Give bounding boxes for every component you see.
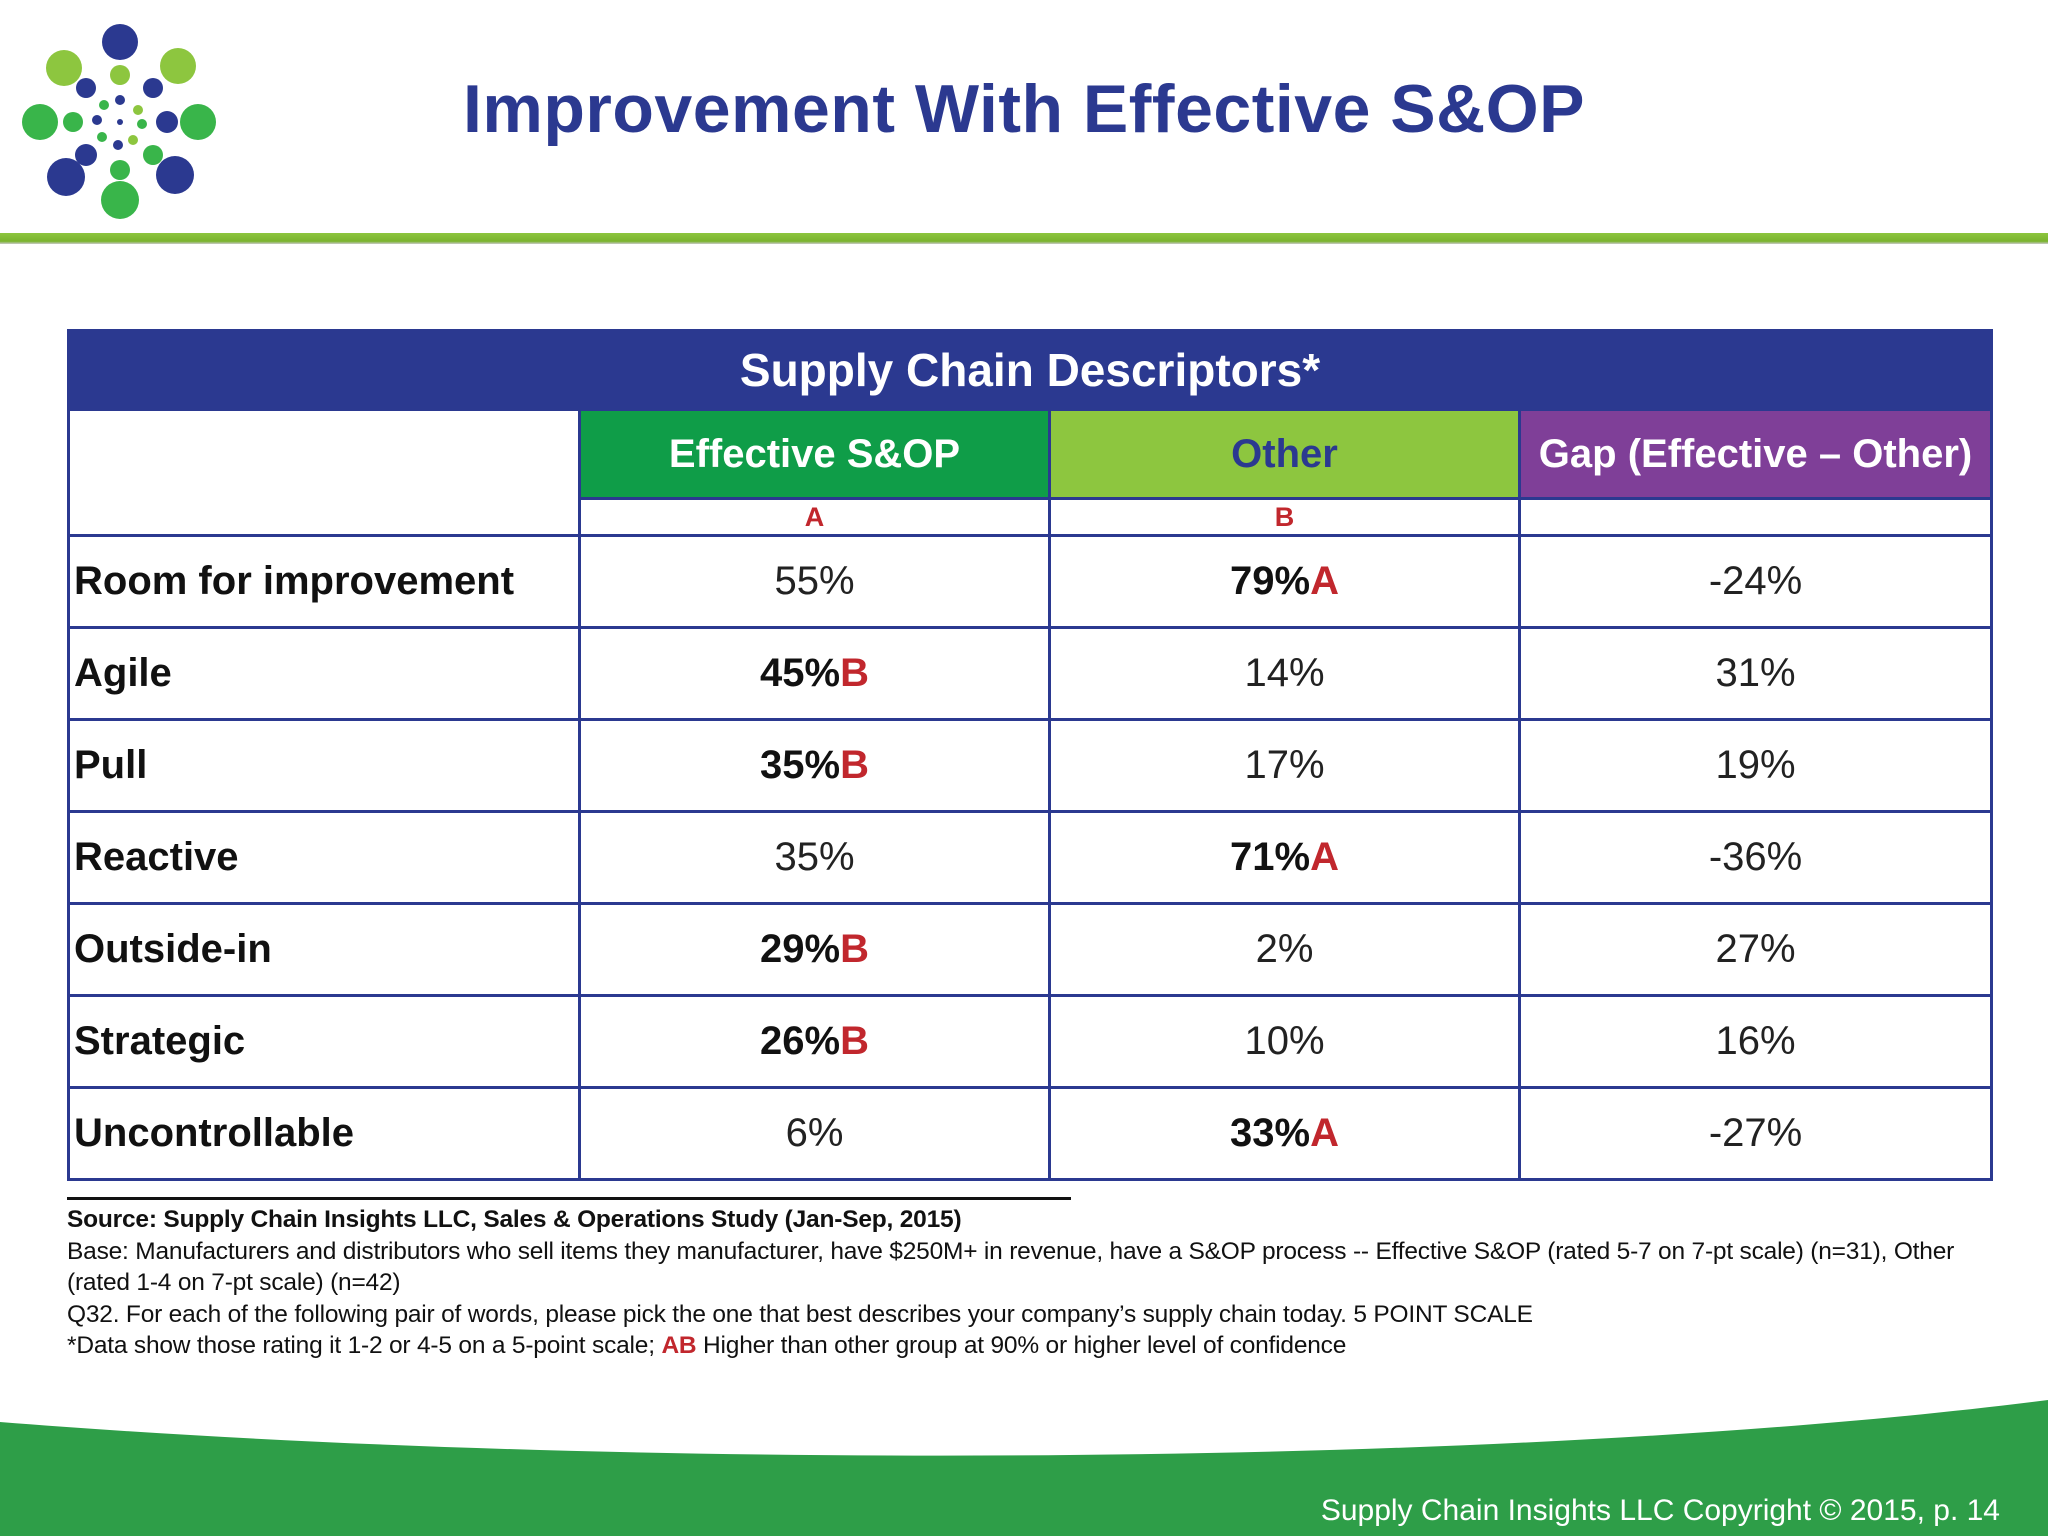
- cell-gap: -36%: [1517, 810, 1994, 905]
- value-gap: 16%: [1715, 1019, 1796, 1063]
- table-caption-row: Supply Chain Descriptors*: [66, 329, 1994, 411]
- significance-marker: B: [840, 651, 869, 695]
- cell-gap: -24%: [1517, 534, 1994, 629]
- table-caption: Supply Chain Descriptors*: [66, 329, 1994, 411]
- data-note: *Data show those rating it 1-2 or 4-5 on…: [67, 1330, 1997, 1362]
- row-label: Pull: [67, 718, 581, 813]
- value-effective: 29%: [760, 927, 841, 971]
- footer-copyright: Supply Chain Insights LLC Copyright © 20…: [1320, 1494, 2000, 1527]
- cell-effective: 26%B: [578, 994, 1051, 1089]
- row-label: Uncontrollable: [67, 1086, 581, 1181]
- source-notes: Source: Supply Chain Insights LLC, Sales…: [67, 1204, 1997, 1362]
- column-header-row: Effective S&OP Other Gap (Effective – Ot…: [67, 408, 1994, 537]
- value-other: 71%: [1230, 835, 1311, 879]
- value-gap: -27%: [1708, 1111, 1803, 1155]
- value-other: 14%: [1244, 651, 1325, 695]
- table-row: Uncontrollable 6% 33%A -27%: [67, 1086, 1994, 1181]
- cell-effective: 35%B: [578, 718, 1051, 813]
- table-row: Outside-in 29%B 2% 27%: [67, 902, 1994, 997]
- column-letter-gap: [1517, 497, 1994, 537]
- value-gap: 27%: [1715, 927, 1796, 971]
- cell-effective: 45%B: [578, 626, 1051, 721]
- cell-gap: 27%: [1517, 902, 1994, 997]
- cell-other: 71%A: [1048, 810, 1521, 905]
- title-divider: [0, 233, 2048, 244]
- cell-other: 33%A: [1048, 1086, 1521, 1181]
- significance-marker: A: [1310, 559, 1339, 603]
- cell-gap: 19%: [1517, 718, 1994, 813]
- cell-gap: 31%: [1517, 626, 1994, 721]
- value-other: 79%: [1230, 559, 1311, 603]
- company-logo: [22, 24, 216, 219]
- data-note-ab-marker: AB: [661, 1332, 697, 1359]
- cell-effective: 29%B: [578, 902, 1051, 997]
- base-note: Base: Manufacturers and distributors who…: [67, 1237, 1955, 1297]
- column-letter-other: B: [1048, 497, 1521, 537]
- row-label: Room for improvement: [67, 534, 581, 629]
- significance-marker: B: [840, 1019, 869, 1063]
- value-effective: 55%: [774, 559, 855, 603]
- cell-effective: 6%: [578, 1086, 1051, 1181]
- cell-other: 14%: [1048, 626, 1521, 721]
- column-letter-row: A B: [69, 497, 1994, 537]
- table-row: Pull 35%B 17% 19%: [67, 718, 1994, 813]
- row-label: Strategic: [67, 994, 581, 1089]
- data-note-prefix: *Data show those rating it 1-2 or 4-5 on…: [67, 1332, 662, 1359]
- table-row: Strategic 26%B 10% 16%: [67, 994, 1994, 1089]
- significance-marker: B: [840, 743, 869, 787]
- table-row: Room for improvement 55% 79%A -24%: [67, 534, 1994, 629]
- cell-other: 2%: [1048, 902, 1521, 997]
- cell-other: 17%: [1048, 718, 1521, 813]
- value-effective: 35%: [774, 835, 855, 879]
- value-other: 33%: [1230, 1111, 1311, 1155]
- row-label: Outside-in: [67, 902, 581, 997]
- cell-gap: 16%: [1517, 994, 1994, 1089]
- supply-chain-descriptors-table: Supply Chain Descriptors* Effective S&OP…: [66, 329, 1994, 1181]
- table-row: Reactive 35% 71%A -36%: [67, 810, 1994, 905]
- row-label-header: [67, 408, 581, 537]
- question-note: Q32. For each of the following pair of w…: [67, 1300, 1533, 1328]
- column-header-effective: Effective S&OP: [578, 408, 1051, 500]
- source-line: Source: Supply Chain Insights LLC, Sales…: [67, 1206, 962, 1233]
- value-other: 17%: [1244, 743, 1325, 787]
- column-letter-effective: A: [578, 497, 1051, 537]
- row-label: Agile: [67, 626, 581, 721]
- value-effective: 6%: [785, 1111, 844, 1155]
- source-divider: [67, 1197, 1071, 1200]
- dot-burst-logo-icon: [22, 24, 216, 219]
- column-header-gap: Gap (Effective – Other): [1517, 408, 1994, 500]
- cell-other: 10%: [1048, 994, 1521, 1089]
- significance-marker: A: [1310, 1111, 1339, 1155]
- cell-effective: 35%: [578, 810, 1051, 905]
- value-effective: 35%: [760, 743, 841, 787]
- cell-gap: -27%: [1517, 1086, 1994, 1181]
- cell-effective: 55%: [578, 534, 1051, 629]
- page-title: Improvement With Effective S&OP: [463, 71, 1585, 147]
- value-gap: -24%: [1708, 559, 1803, 603]
- value-effective: 26%: [760, 1019, 841, 1063]
- column-header-other: Other: [1048, 408, 1521, 500]
- value-gap: 19%: [1715, 743, 1796, 787]
- table-row: Agile 45%B 14% 31%: [67, 626, 1994, 721]
- data-note-suffix: Higher than other group at 90% or higher…: [696, 1332, 1347, 1359]
- value-effective: 45%: [760, 651, 841, 695]
- cell-other: 79%A: [1048, 534, 1521, 629]
- significance-marker: A: [1310, 835, 1339, 879]
- value-other: 2%: [1255, 927, 1314, 971]
- value-gap: -36%: [1708, 835, 1803, 879]
- row-label: Reactive: [67, 810, 581, 905]
- footer-band: [0, 1400, 2048, 1536]
- value-other: 10%: [1244, 1019, 1325, 1063]
- significance-marker: B: [840, 927, 869, 971]
- value-gap: 31%: [1715, 651, 1796, 695]
